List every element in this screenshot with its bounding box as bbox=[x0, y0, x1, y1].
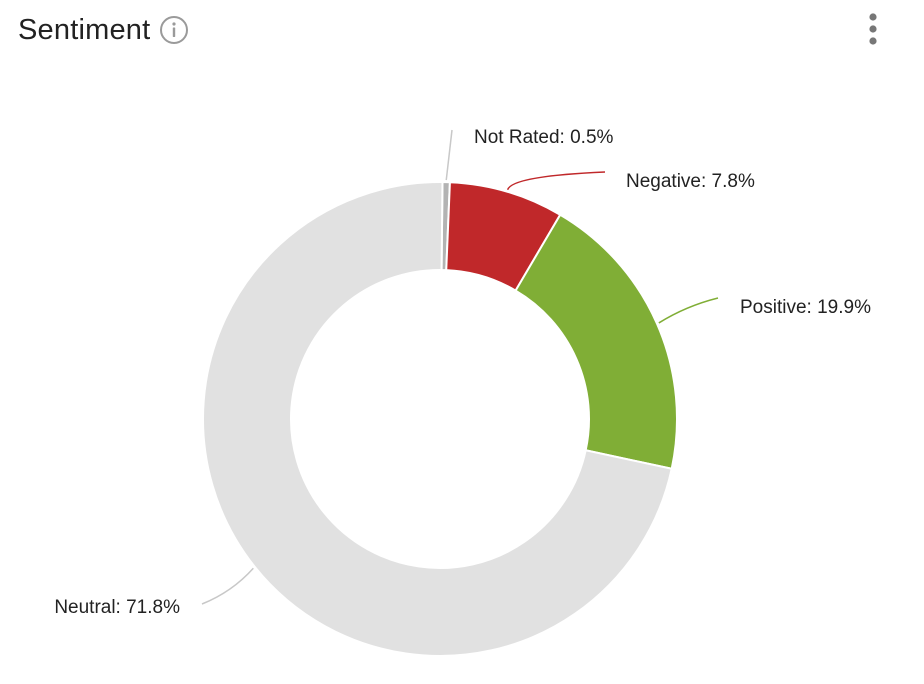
chart-header: Sentiment bbox=[18, 10, 189, 50]
donut-slices bbox=[202, 181, 678, 657]
data-labels: Not Rated: 0.5% Negative: 7.8% Positive: 1… bbox=[54, 127, 871, 618]
data-label-positive: Positive: 19.9% bbox=[740, 297, 871, 318]
data-label-neutral: Neutral: 71.8% bbox=[54, 597, 180, 618]
data-label-not-rated: Not Rated: 0.5% bbox=[474, 127, 614, 148]
info-icon[interactable] bbox=[159, 15, 189, 45]
slice-positive[interactable] bbox=[514, 213, 678, 470]
leader-line-positive bbox=[658, 297, 719, 324]
slice-neutral[interactable] bbox=[202, 181, 673, 657]
chart-title: Sentiment bbox=[18, 13, 151, 46]
leader-lines bbox=[201, 129, 719, 605]
vertical-dots-icon[interactable] bbox=[858, 10, 888, 50]
data-label-negative: Negative: 7.8% bbox=[626, 171, 755, 192]
leader-line-neutral bbox=[201, 567, 254, 605]
leader-line-not-rated bbox=[445, 129, 453, 181]
leader-line-negative bbox=[506, 171, 606, 191]
